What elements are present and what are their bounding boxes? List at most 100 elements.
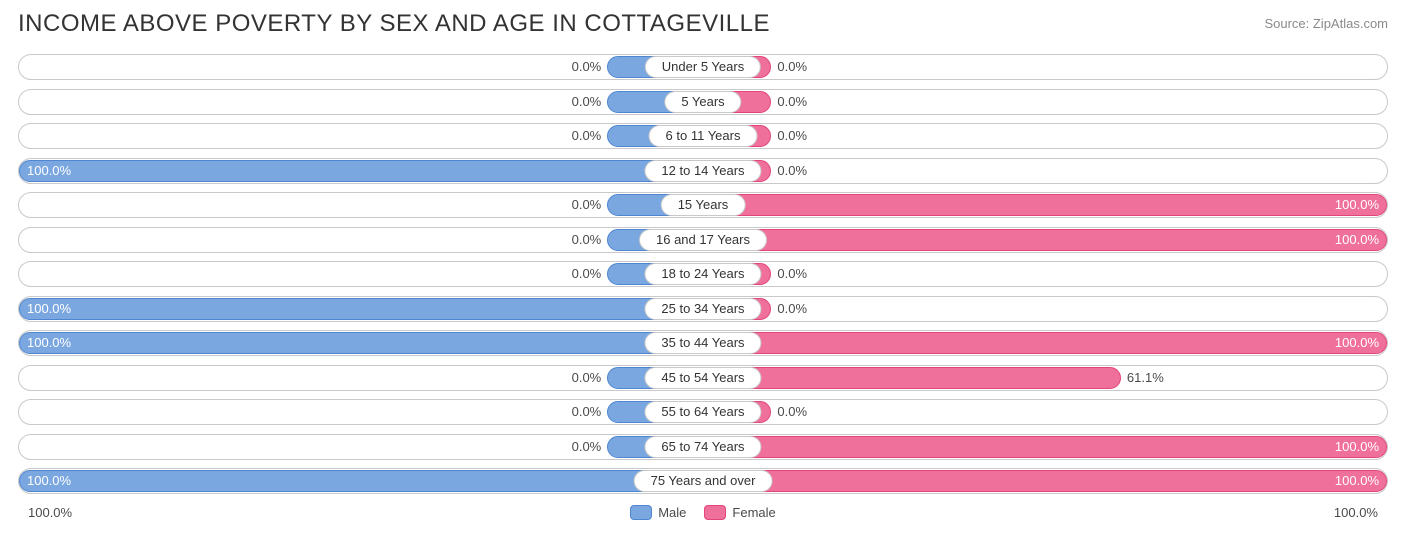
chart-row: 0.0% 0.0% 5 Years [18,89,1388,115]
female-value-label: 100.0% [1335,228,1379,252]
female-bar [703,367,1121,389]
chart-row: 0.0% 0.0% 18 to 24 Years [18,261,1388,287]
male-half: 100.0% [19,469,703,493]
category-label: 55 to 64 Years [644,401,761,423]
male-half: 100.0% [19,159,703,183]
female-value-label: 0.0% [777,400,807,424]
chart-row: 0.0% 61.1% 45 to 54 Years [18,365,1388,391]
female-value-label: 0.0% [777,159,807,183]
male-value-label: 100.0% [27,159,71,183]
male-half: 100.0% [19,331,703,355]
legend-item-female: Female [704,505,775,520]
male-half: 0.0% [19,55,703,79]
chart-title: INCOME ABOVE POVERTY BY SEX AND AGE IN C… [18,10,770,38]
chart-row: 0.0% 0.0% 6 to 11 Years [18,123,1388,149]
male-value-label: 0.0% [572,366,602,390]
female-bar [703,332,1387,354]
chart-row: 0.0% 0.0% 55 to 64 Years [18,399,1388,425]
diverging-bar-chart: 0.0%0.0%Under 5 Years0.0%0.0%5 Years0.0%… [0,44,1406,494]
female-value-label: 100.0% [1335,435,1379,459]
male-value-label: 0.0% [572,124,602,148]
female-value-label: 100.0% [1335,331,1379,355]
legend-swatch-male [630,505,652,520]
category-label: Under 5 Years [645,56,761,78]
male-half: 0.0% [19,228,703,252]
legend: Male Female [630,505,776,520]
female-value-label: 0.0% [777,124,807,148]
legend-label-female: Female [732,505,775,520]
chart-source: Source: ZipAtlas.com [1264,10,1388,31]
male-half: 0.0% [19,90,703,114]
male-bar [19,332,703,354]
chart-header: INCOME ABOVE POVERTY BY SEX AND AGE IN C… [0,0,1406,44]
category-label: 5 Years [664,91,741,113]
female-half: 100.0% [703,193,1387,217]
female-half: 100.0% [703,469,1387,493]
female-value-label: 0.0% [777,90,807,114]
chart-row: 100.0%100.0%75 Years and over [18,468,1388,494]
chart-row: 0.0% 100.0% 65 to 74 Years [18,434,1388,460]
chart-row: 0.0% 100.0% 15 Years [18,192,1388,218]
axis-label-right: 100.0% [1298,505,1378,520]
female-value-label: 100.0% [1335,193,1379,217]
category-label: 12 to 14 Years [644,160,761,182]
category-label: 75 Years and over [634,470,773,492]
female-half: 0.0% [703,90,1387,114]
chart-row: 100.0% 0.0% 25 to 34 Years [18,296,1388,322]
female-half: 0.0% [703,124,1387,148]
axis-label-left: 100.0% [28,505,108,520]
male-value-label: 100.0% [27,331,71,355]
male-value-label: 0.0% [572,400,602,424]
female-half: 0.0% [703,159,1387,183]
category-label: 45 to 54 Years [644,367,761,389]
female-half: 100.0% [703,331,1387,355]
male-bar [19,160,703,182]
male-half: 100.0% [19,297,703,321]
female-bar [703,194,1387,216]
female-bar [703,470,1387,492]
legend-label-male: Male [658,505,686,520]
female-value-label: 0.0% [777,55,807,79]
male-value-label: 0.0% [572,228,602,252]
category-label: 16 and 17 Years [639,229,767,251]
male-value-label: 0.0% [572,193,602,217]
female-value-label: 61.1% [1127,366,1164,390]
female-value-label: 0.0% [777,262,807,286]
category-label: 65 to 74 Years [644,436,761,458]
chart-row: 0.0% 100.0% 16 and 17 Years [18,227,1388,253]
legend-swatch-female [704,505,726,520]
female-half: 100.0% [703,435,1387,459]
legend-item-male: Male [630,505,686,520]
male-half: 0.0% [19,366,703,390]
category-label: 18 to 24 Years [644,263,761,285]
chart-row: 0.0% 0.0% Under 5 Years [18,54,1388,80]
male-value-label: 0.0% [572,435,602,459]
male-value-label: 0.0% [572,55,602,79]
chart-row: 100.0% 100.0% 35 to 44 Years [18,330,1388,356]
female-half: 0.0% [703,297,1387,321]
male-half: 0.0% [19,435,703,459]
male-half: 0.0% [19,400,703,424]
category-label: 15 Years [661,194,746,216]
female-half: 100.0% [703,228,1387,252]
male-bar [19,470,703,492]
chart-row: 100.0% 0.0% 12 to 14 Years [18,158,1388,184]
category-label: 25 to 34 Years [644,298,761,320]
female-half: 0.0% [703,55,1387,79]
chart-footer: 100.0% Male Female 100.0% [0,503,1406,520]
female-bar [703,436,1387,458]
category-label: 6 to 11 Years [649,125,758,147]
male-bar [19,298,703,320]
male-value-label: 0.0% [572,90,602,114]
male-half: 0.0% [19,124,703,148]
female-bar [703,229,1387,251]
female-value-label: 100.0% [1335,469,1379,493]
male-value-label: 0.0% [572,262,602,286]
male-value-label: 100.0% [27,297,71,321]
female-half: 61.1% [703,366,1387,390]
female-half: 0.0% [703,400,1387,424]
category-label: 35 to 44 Years [644,332,761,354]
female-value-label: 0.0% [777,297,807,321]
female-half: 0.0% [703,262,1387,286]
male-half: 0.0% [19,193,703,217]
